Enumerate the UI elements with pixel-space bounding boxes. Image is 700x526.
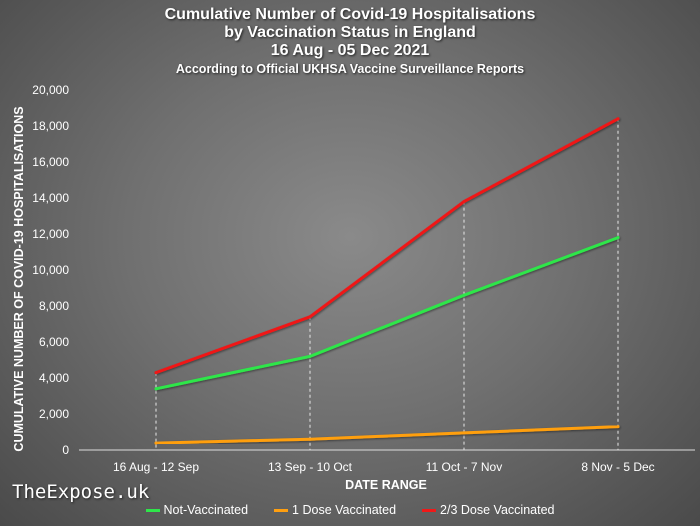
series-line-2-3-dose-vaccinated xyxy=(154,117,620,375)
y-axis-title: CUMULATIVE NUMBER OF COVID-19 HOSPITALIS… xyxy=(12,106,26,451)
gridlines xyxy=(155,118,619,450)
y-tick-label: 14,000 xyxy=(32,191,69,205)
x-axis-title: DATE RANGE xyxy=(345,478,427,492)
y-tick-label: 0 xyxy=(62,443,69,457)
y-tick-label: 6,000 xyxy=(39,335,69,349)
data-point xyxy=(154,371,158,375)
data-point xyxy=(462,293,466,297)
y-tick-label: 16,000 xyxy=(32,155,69,169)
series-line-not-vaccinated xyxy=(154,236,620,391)
data-point xyxy=(308,315,312,319)
chart-titles: Cumulative Number of Covid-19 Hospitalis… xyxy=(0,6,700,77)
y-tick-label: 10,000 xyxy=(32,263,69,277)
y-tick-label: 8,000 xyxy=(39,299,69,313)
y-tick-label: 2,000 xyxy=(39,407,69,421)
data-point xyxy=(154,387,158,391)
watermark-text: TheExpose.uk xyxy=(12,481,150,503)
series-line-1-dose-vaccinated xyxy=(154,425,620,445)
x-tick-label: 13 Sep - 10 Oct xyxy=(268,460,353,474)
legend-swatch-not-vaccinated xyxy=(145,508,160,512)
x-tick-label: 11 Oct - 7 Nov xyxy=(426,460,502,474)
y-tick-labels: 0 2,000 4,000 6,000 8,000 10,000 12,000 14,000 1… xyxy=(32,83,69,457)
legend-label-2-3-dose: 2/3 Dose Vaccinated xyxy=(440,503,555,517)
legend-item-1-dose: 1 Dose Vaccinated xyxy=(274,503,396,517)
x-tick-labels: 16 Aug - 12 Sep 13 Sep - 10 Oct 11 Oct - 7… xyxy=(113,460,655,474)
legend-label-1-dose: 1 Dose Vaccinated xyxy=(292,503,397,517)
data-point xyxy=(616,425,620,429)
y-tick-label: 4,000 xyxy=(39,371,69,385)
data-point xyxy=(308,437,312,441)
chart-title-line-2: by Vaccination Status in England xyxy=(224,24,476,41)
data-point xyxy=(154,441,158,445)
legend: Not-Vaccinated 1 Dose Vaccinated 2/3 Dos… xyxy=(0,503,700,517)
legend-item-2-3-dose: 2/3 Dose Vaccinated xyxy=(422,503,554,517)
legend-label-not-vaccinated: Not-Vaccinated xyxy=(163,503,249,517)
y-tick-label: 12,000 xyxy=(32,227,69,241)
legend-swatch-1-dose xyxy=(274,508,289,512)
chart-subtitle: According to Official UKHSA Vaccine Surv… xyxy=(175,62,525,76)
data-series xyxy=(154,117,620,445)
data-point xyxy=(462,431,466,435)
data-point xyxy=(616,236,620,240)
y-tick-label: 20,000 xyxy=(32,83,69,97)
y-tick-label: 18,000 xyxy=(32,119,69,133)
x-tick-label: 8 Nov - 5 Dec xyxy=(581,460,654,474)
data-point xyxy=(462,200,466,204)
chart-title-line-1: Cumulative Number of Covid-19 Hospitalis… xyxy=(164,6,536,23)
legend-item-not-vaccinated: Not-Vaccinated xyxy=(145,503,249,517)
x-tick-label: 16 Aug - 12 Sep xyxy=(113,460,199,474)
legend-swatch-2-3-dose xyxy=(422,508,437,512)
data-point xyxy=(616,117,620,121)
chart-title-line-3: 16 Aug - 05 Dec 2021 xyxy=(270,42,430,59)
data-point xyxy=(308,354,312,358)
